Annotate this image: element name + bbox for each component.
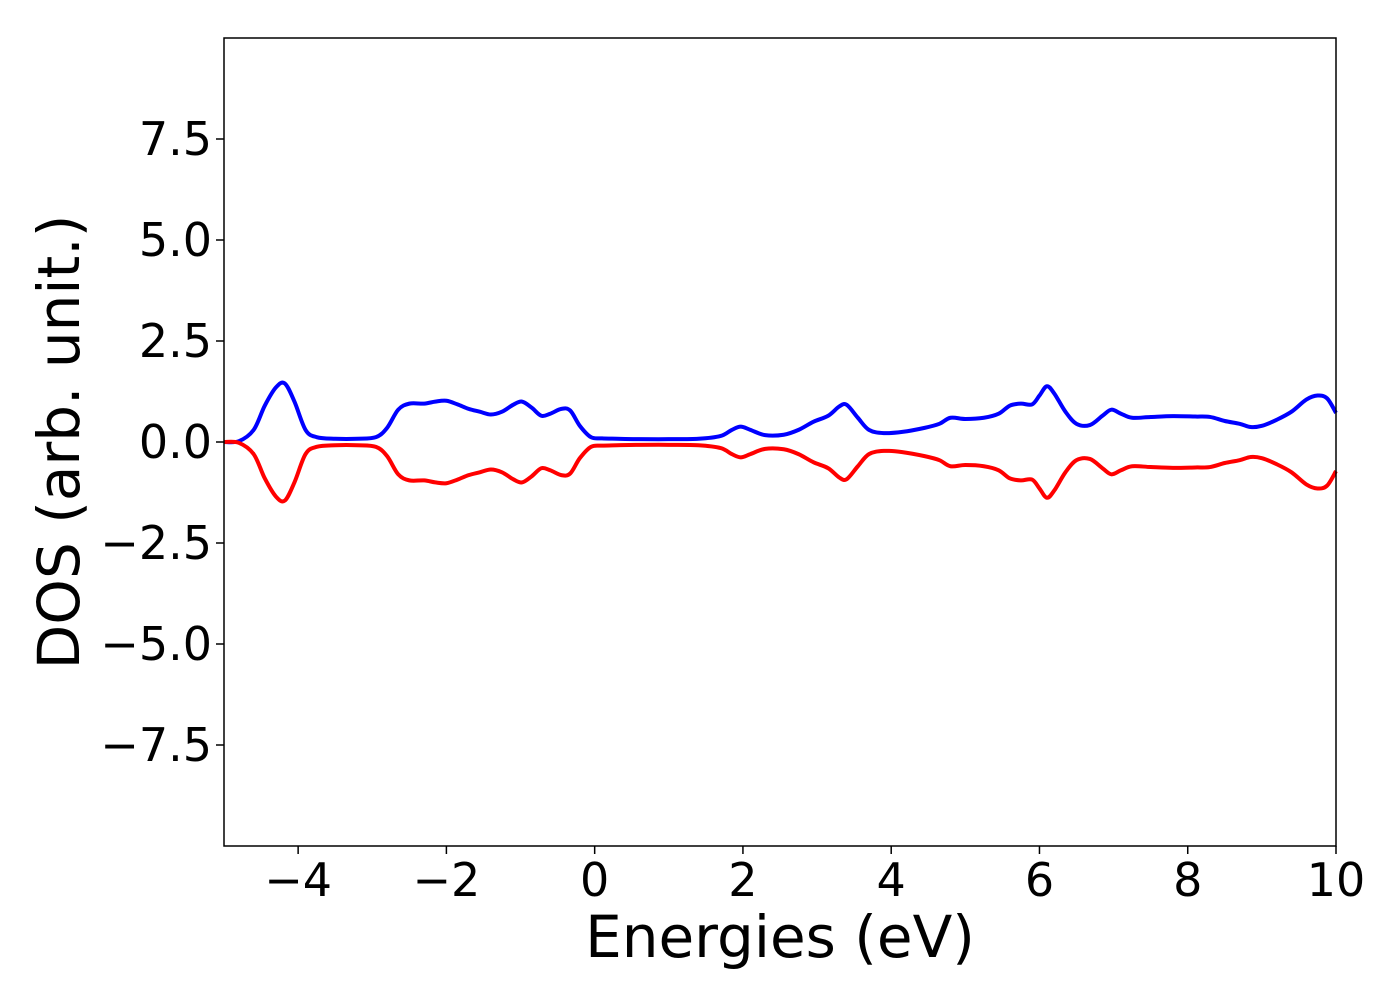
y-axis-ticks: 7.5 5.0 2.5 0.0 −2.5 −5.0 −7.5	[100, 112, 224, 772]
y-tick-label: 7.5	[139, 112, 212, 166]
y-tick-label: −5.0	[100, 617, 212, 671]
x-axis-ticks: −4 −2 0 2 4 6 8 10	[264, 846, 1365, 907]
x-tick-label: 0	[580, 853, 609, 907]
y-tick-label: −2.5	[100, 516, 212, 570]
x-tick-label: −2	[412, 853, 480, 907]
x-axis-title: Energies (eV)	[585, 903, 975, 971]
y-axis-title: DOS (arb. unit.)	[25, 215, 93, 670]
series-line-1	[223, 380, 1338, 445]
plot-frame	[223, 37, 1337, 847]
y-tick-label: 0.0	[139, 415, 212, 469]
series-line-2	[223, 439, 1338, 504]
x-tick-label: 8	[1173, 853, 1202, 907]
x-tick-label: 6	[1025, 853, 1054, 907]
plot-lines	[223, 380, 1338, 504]
y-tick-label: 2.5	[139, 314, 212, 368]
x-tick-label: 10	[1307, 853, 1366, 907]
y-tick-label: 5.0	[139, 213, 212, 267]
x-tick-label: 4	[877, 853, 906, 907]
x-tick-label: 2	[728, 853, 757, 907]
y-tick-label: −7.5	[100, 718, 212, 772]
x-tick-label: −4	[264, 853, 332, 907]
